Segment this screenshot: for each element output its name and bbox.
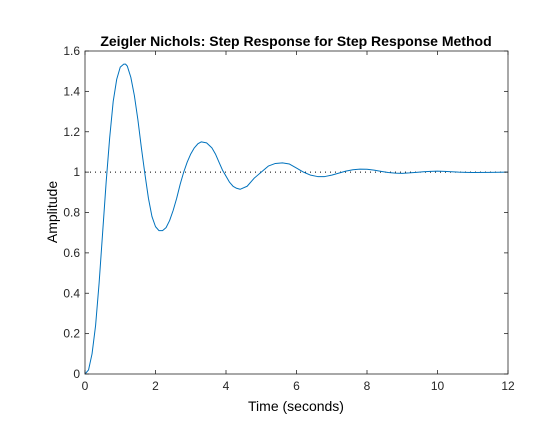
step-response-line	[84, 63, 509, 375]
plot-area-background	[85, 51, 508, 374]
x-tick-label: 6	[293, 379, 300, 393]
y-tick-label: 1.6	[63, 44, 80, 58]
x-tick-label: 12	[501, 379, 515, 393]
chart-title: Zeigler Nichols: Step Response for Step …	[100, 33, 491, 49]
x-tick-label: 4	[223, 379, 230, 393]
y-tick-label: 1.2	[63, 125, 80, 139]
y-tick-label: 1	[73, 165, 80, 179]
y-tick-label: 0.8	[63, 206, 80, 220]
y-axis-label: Amplitude	[44, 181, 60, 243]
x-axis-label: Time (seconds)	[248, 398, 344, 414]
x-tick-label: 2	[152, 379, 159, 393]
x-tick-label: 10	[431, 379, 445, 393]
y-tick-label: 0.6	[63, 246, 80, 260]
y-tick-label: 1.4	[63, 84, 80, 98]
y-tick-label: 0.4	[63, 286, 80, 300]
x-tick-label: 0	[82, 379, 89, 393]
y-tick-label: 0.2	[63, 327, 80, 341]
y-tick-label: 0	[73, 367, 80, 381]
x-tick-label: 8	[364, 379, 371, 393]
